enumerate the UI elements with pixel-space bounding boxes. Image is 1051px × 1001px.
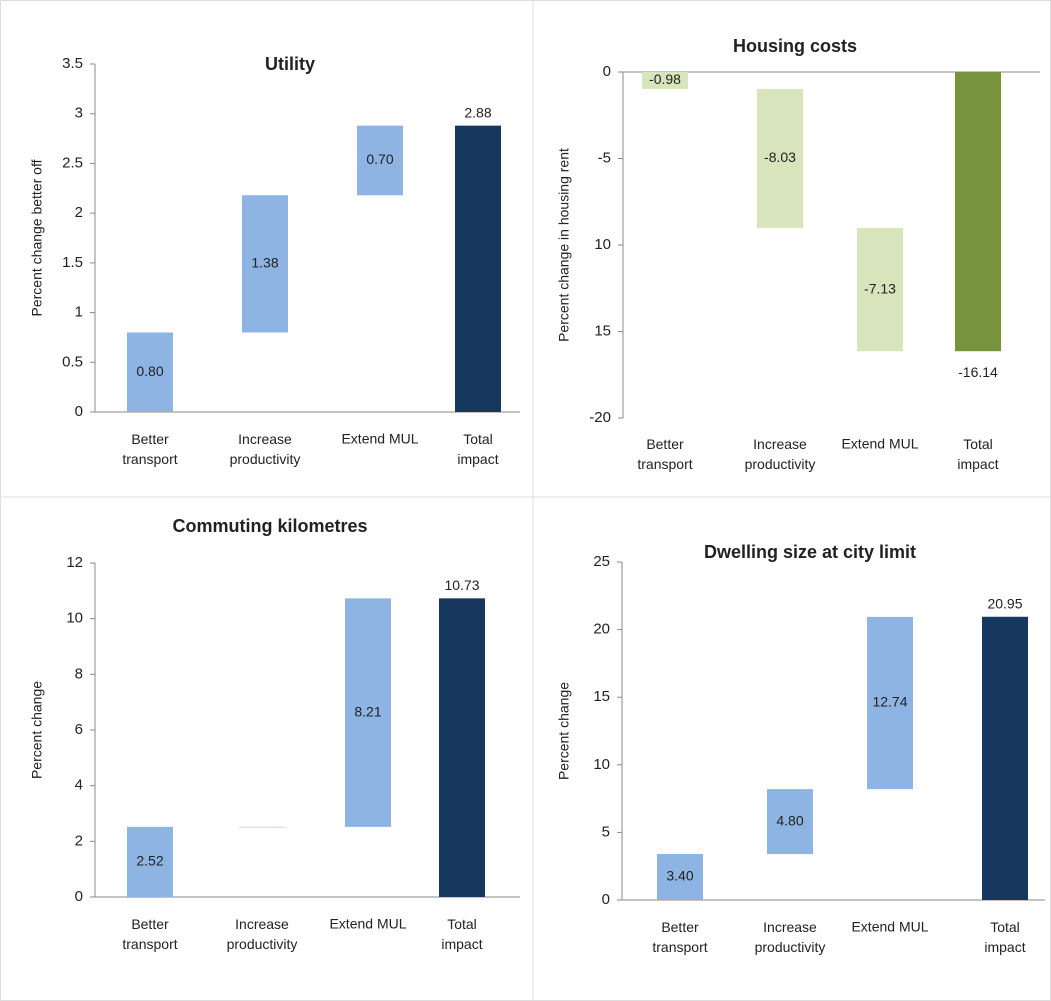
y-tick-label: 0: [75, 888, 83, 905]
y-tick-label: 15: [593, 688, 610, 705]
x-tick-label: Better transport: [122, 916, 177, 952]
bar: [345, 598, 391, 827]
total-bar: [955, 72, 1001, 352]
y-tick-label: 2: [75, 832, 83, 849]
y-tick-label: 12: [66, 554, 83, 571]
x-tick-label: Increase productivity: [745, 436, 816, 472]
value-label: 4.80: [776, 812, 803, 828]
value-label: 1.38: [251, 255, 278, 271]
y-tick-label: -20: [589, 409, 611, 426]
x-tick-label: Total impact: [957, 436, 998, 472]
y-tick-label: 15: [594, 322, 611, 339]
value-label: -16.14: [958, 364, 998, 380]
chart-title: Utility: [265, 54, 315, 74]
value-label: 0.70: [366, 151, 393, 167]
total-bar: [439, 598, 485, 897]
value-label: -7.13: [864, 280, 896, 296]
y-tick-label: 1: [75, 304, 83, 321]
x-tick-label: Increase productivity: [227, 916, 298, 952]
bar: [127, 332, 173, 412]
x-tick-label: Extend MUL: [329, 916, 406, 932]
x-tick-label: Better transport: [122, 431, 177, 467]
x-tick-label: Better transport: [637, 436, 692, 472]
y-tick-label: 0: [75, 403, 83, 420]
value-label: 10.73: [444, 577, 479, 593]
y-tick-label: 3: [75, 105, 83, 122]
y-tick-label: 1.5: [62, 254, 83, 271]
x-tick-label: Total impact: [441, 916, 482, 952]
bar: [767, 789, 813, 855]
value-label: 3.40: [666, 868, 693, 884]
bar: [867, 616, 913, 790]
y-tick-label: 0: [602, 891, 610, 908]
value-label: 20.95: [987, 595, 1022, 611]
total-bar: [455, 125, 501, 412]
bar: [642, 72, 688, 89]
y-tick-label: 8: [75, 665, 83, 682]
y-tick-label: 10: [66, 610, 83, 627]
x-tick-label: Extend MUL: [841, 436, 918, 452]
x-tick-label: Extend MUL: [851, 919, 928, 935]
y-tick-label: 3.5: [62, 55, 83, 72]
y-tick-label: 2.5: [62, 154, 83, 171]
value-label: 12.74: [872, 694, 907, 710]
x-tick-label: Increase productivity: [755, 919, 826, 955]
y-tick-label: 10: [594, 236, 611, 253]
bar: [127, 826, 173, 897]
bar: [657, 854, 703, 900]
y-axis-label: Percent change in housing rent: [556, 148, 572, 342]
bar: [857, 227, 903, 352]
y-tick-label: 2: [75, 204, 83, 221]
x-tick-label: Better transport: [652, 919, 707, 955]
x-tick-label: Total impact: [457, 431, 498, 467]
y-tick-label: 25: [593, 553, 610, 570]
chart-title: Dwelling size at city limit: [704, 542, 916, 562]
value-label: 8.21: [354, 703, 381, 719]
chart-title: Housing costs: [733, 36, 857, 56]
x-tick-label: Extend MUL: [341, 431, 418, 447]
bar: [239, 826, 285, 828]
bar: [757, 88, 803, 228]
y-axis-label: Percent change: [29, 681, 45, 779]
bar: [357, 125, 403, 196]
value-label: 2.88: [464, 104, 491, 120]
y-tick-label: 0: [603, 63, 611, 80]
y-tick-label: 6: [75, 721, 83, 738]
value-label: -0.98: [649, 71, 681, 87]
y-axis-label: Percent change: [556, 682, 572, 780]
bar: [242, 195, 288, 333]
y-tick-label: 0.5: [62, 353, 83, 370]
y-tick-label: 10: [593, 756, 610, 773]
y-tick-label: 5: [602, 823, 610, 840]
x-tick-label: Total impact: [984, 919, 1025, 955]
value-label: 2.52: [136, 853, 163, 869]
y-tick-label: 20: [593, 621, 610, 638]
total-bar: [982, 616, 1028, 900]
y-axis-label: Percent change better off: [29, 159, 45, 316]
y-tick-label: -5: [598, 149, 611, 166]
value-label: -8.03: [764, 149, 796, 165]
value-label: 0.80: [136, 363, 163, 379]
x-tick-label: Increase productivity: [230, 431, 301, 467]
chart-title: Commuting kilometres: [172, 516, 367, 536]
y-tick-label: 4: [75, 777, 83, 794]
